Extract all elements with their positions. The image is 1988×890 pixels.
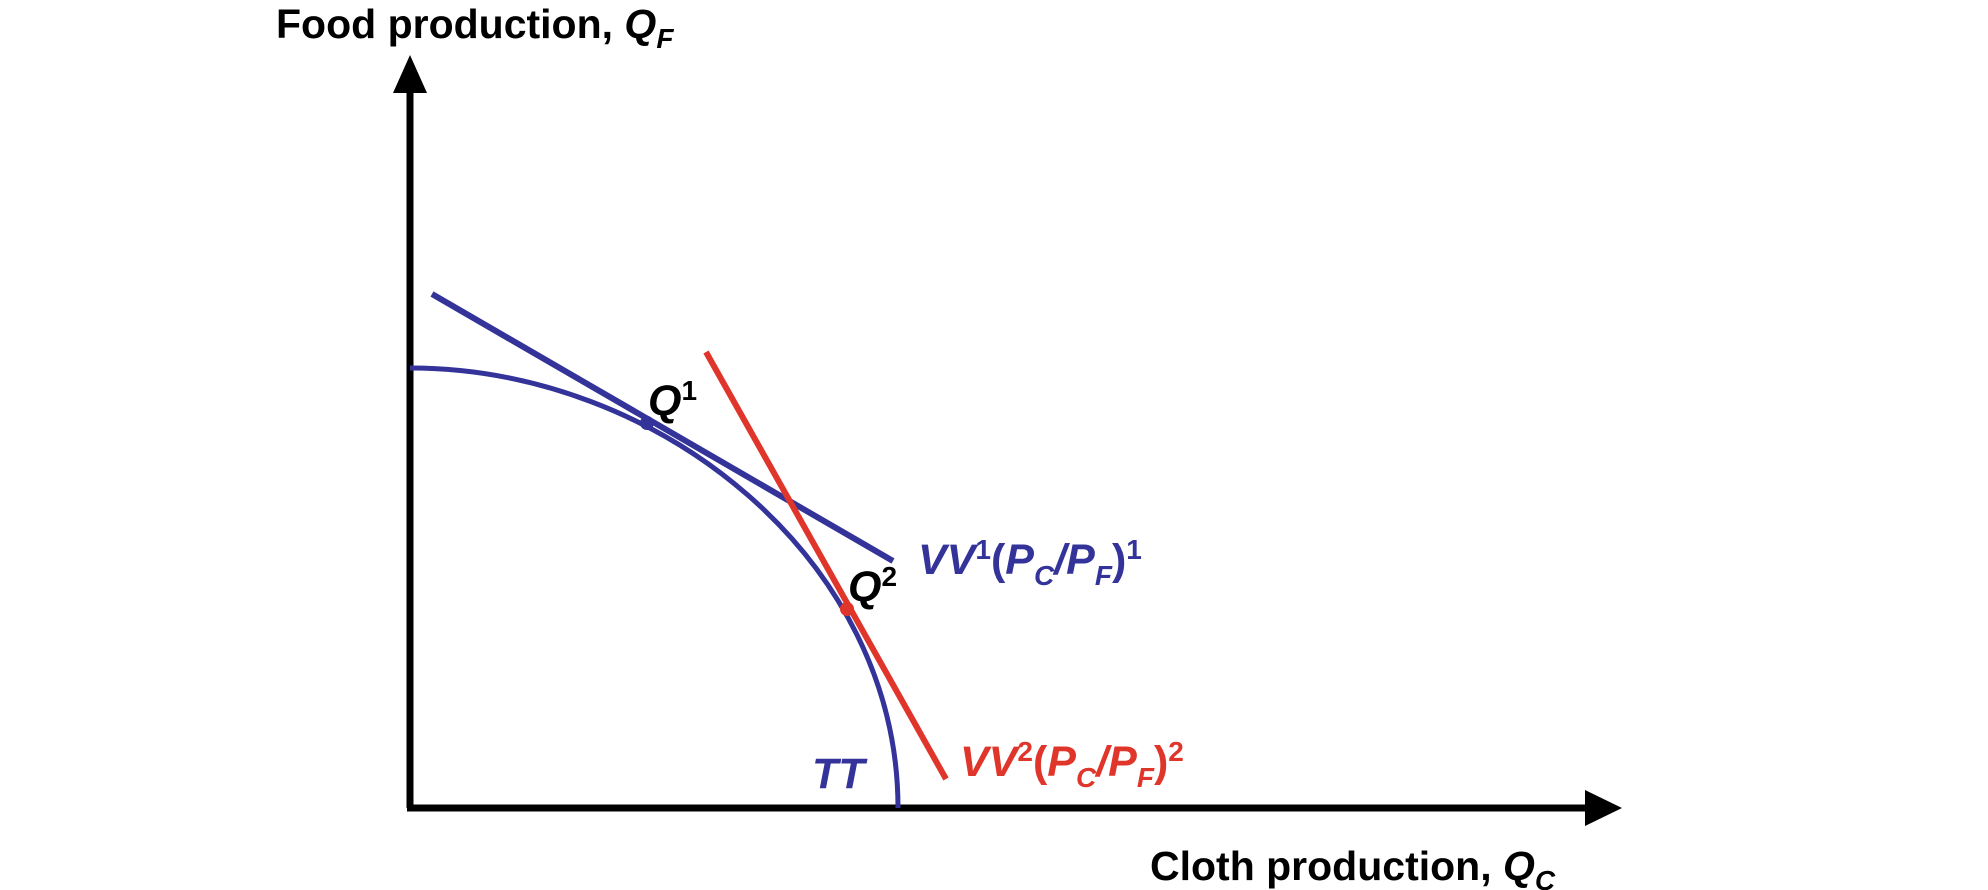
point-q2-sup: 2 xyxy=(881,561,897,592)
vv1-slash: / xyxy=(1052,536,1070,584)
point-q2-label: Q2 xyxy=(848,561,897,611)
y-axis-arrowhead xyxy=(393,55,427,93)
vv1-ratio-sup: 1 xyxy=(1126,534,1142,565)
vv2-label: VV2(PC/PF)2 xyxy=(960,736,1184,793)
point-q2-marker xyxy=(840,602,854,616)
x-axis-arrowhead xyxy=(1585,790,1622,826)
vv1-vv: VV xyxy=(918,536,979,584)
point-q1-marker xyxy=(640,416,654,430)
vv1-close: ) xyxy=(1112,536,1126,584)
point-q1-var: Q xyxy=(648,377,681,425)
vv2-pc: P xyxy=(1047,738,1076,786)
vv2-slash: / xyxy=(1094,738,1112,786)
x-axis-title: Cloth production, QC xyxy=(1150,843,1556,890)
point-q1-sup: 1 xyxy=(681,375,697,406)
vv2-pc-sub: C xyxy=(1076,762,1097,793)
vv1-pc: P xyxy=(1005,536,1034,584)
point-q2-var: Q xyxy=(848,563,881,611)
y-axis-title-text: Food production, xyxy=(276,1,624,47)
axes xyxy=(393,55,1622,826)
point-q1-label: Q1 xyxy=(648,375,697,425)
vv2-pf-sub: F xyxy=(1137,762,1155,793)
vv2-open: ( xyxy=(1033,738,1048,786)
vv1-open: ( xyxy=(991,536,1006,584)
vv1-pf-sub: F xyxy=(1095,560,1113,591)
vv2-vv: VV xyxy=(960,738,1021,786)
vv2-vv-sup: 2 xyxy=(1017,736,1033,767)
vv1-label: VV1(PC/PF)1 xyxy=(918,534,1142,591)
x-axis-title-var: Q xyxy=(1503,843,1535,889)
vv2-ratio-sup: 2 xyxy=(1168,736,1184,767)
vv1-vv-sup: 1 xyxy=(975,534,991,565)
x-axis-title-text: Cloth production, xyxy=(1150,843,1503,889)
tt-curve xyxy=(409,365,901,809)
y-axis-title: Food production, QF xyxy=(276,1,674,54)
x-axis-title-sub: C xyxy=(1535,865,1556,890)
vv2-close: ) xyxy=(1154,738,1168,786)
vv2-pf: P xyxy=(1108,738,1137,786)
vv1-pf: P xyxy=(1066,536,1095,584)
y-axis-title-var: Q xyxy=(624,1,656,47)
y-axis-title-sub: F xyxy=(656,23,674,54)
tt-curve-label: TT xyxy=(812,750,868,798)
vv1-line xyxy=(430,291,895,564)
vv1-pc-sub: C xyxy=(1034,560,1055,591)
vv2-line xyxy=(703,350,949,781)
